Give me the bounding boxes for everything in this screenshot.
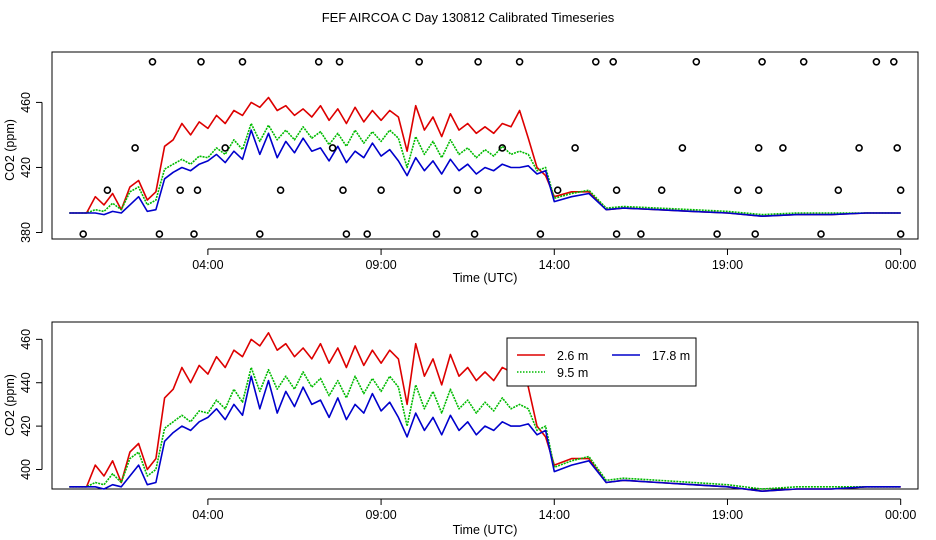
top-data-marker <box>817 230 825 238</box>
bottom-plot-area <box>69 332 901 492</box>
top-data-marker <box>415 57 424 66</box>
top-data-marker <box>754 144 763 152</box>
top-data-marker <box>79 230 87 238</box>
legend-label-17-8m: 17.8 m <box>652 349 690 363</box>
top-x-tick-label: 00:00 <box>885 258 916 272</box>
top-y-axis: 380 420 460 <box>19 92 43 243</box>
top-data-marker <box>470 230 479 238</box>
top-data-marker <box>872 57 881 66</box>
top-y-axis-label: CO2 (ppm) <box>3 119 17 181</box>
bottom-series-line-green <box>69 366 901 490</box>
top-y-tick-label: 460 <box>19 92 33 113</box>
top-series-line-blue <box>69 129 901 217</box>
top-data-marker <box>609 57 618 66</box>
top-plot-area <box>69 57 905 238</box>
bottom-series-line-blue <box>69 375 901 492</box>
top-data-marker <box>103 186 112 194</box>
top-data-marker <box>238 57 247 66</box>
top-data-marker <box>692 57 701 66</box>
bottom-x-tick-label: 14:00 <box>539 508 570 522</box>
top-data-marker <box>328 144 337 152</box>
legend-box <box>506 337 697 387</box>
top-series-line-green <box>69 122 901 216</box>
top-data-marker <box>571 144 579 152</box>
top-data-marker <box>834 186 843 194</box>
top-data-marker <box>799 57 808 66</box>
top-chart-panel: 04:00 09:00 14:00 19:00 00:00 380 420 460 Time… <box>3 51 919 285</box>
top-data-marker <box>197 57 205 66</box>
top-data-marker <box>536 230 545 238</box>
top-data-marker <box>474 57 482 66</box>
top-data-marker <box>190 230 198 238</box>
top-data-marker <box>713 230 721 238</box>
bottom-x-axis: 04:00 09:00 14:00 19:00 00:00 <box>192 498 916 522</box>
top-data-marker <box>734 186 742 194</box>
top-data-marker <box>155 230 164 238</box>
bottom-y-tick-label: 440 <box>19 372 33 393</box>
top-data-marker <box>637 230 645 238</box>
top-data-marker <box>498 144 507 152</box>
top-data-marker <box>889 57 898 66</box>
top-data-marker <box>176 186 184 194</box>
top-data-marker <box>779 144 787 152</box>
top-x-tick-label: 19:00 <box>712 258 743 272</box>
top-data-marker <box>591 57 600 66</box>
top-data-marker <box>432 230 441 238</box>
main-title: FEF AIRCOA C Day 130812 Calibrated Times… <box>322 10 615 25</box>
top-data-marker <box>678 144 687 152</box>
top-data-marker <box>342 230 351 238</box>
top-y-tick-label: 380 <box>19 222 33 243</box>
bottom-y-axis: 400 420 440 460 <box>19 329 43 480</box>
top-data-marker <box>612 230 621 238</box>
top-x-tick-label: 09:00 <box>365 258 396 272</box>
top-data-marker <box>335 57 344 66</box>
top-x-tick-label: 14:00 <box>539 258 570 272</box>
top-data-marker <box>193 186 202 194</box>
bottom-y-tick-label: 460 <box>19 329 33 350</box>
bottom-x-tick-label: 09:00 <box>365 508 396 522</box>
top-data-marker <box>893 144 902 152</box>
legend-label-9-5m: 9.5 m <box>557 366 588 380</box>
bottom-chart-panel: 04:00 09:00 14:00 19:00 00:00 400 420 440 460 T… <box>3 321 919 537</box>
bottom-x-axis-label: Time (UTC) <box>453 523 518 537</box>
top-data-marker <box>131 144 139 152</box>
top-series-line-red <box>69 96 901 217</box>
legend-label-2-6m: 2.6 m <box>557 349 588 363</box>
top-data-marker <box>314 57 323 66</box>
top-data-marker <box>474 186 482 194</box>
top-data-marker <box>758 57 766 66</box>
bottom-y-axis-label: CO2 (ppm) <box>3 374 17 436</box>
legend: 2.6 m 17.8 m 9.5 m <box>506 337 697 387</box>
top-data-marker <box>754 186 763 194</box>
top-plot-frame <box>51 51 919 240</box>
top-x-tick-label: 04:00 <box>192 258 223 272</box>
bottom-series-line-red <box>69 332 901 492</box>
top-data-marker <box>255 230 264 238</box>
top-x-axis-label: Time (UTC) <box>453 271 518 285</box>
top-data-marker <box>612 186 621 194</box>
top-data-marker <box>553 186 562 194</box>
top-data-marker <box>896 186 905 194</box>
top-data-marker <box>377 186 385 194</box>
bottom-x-tick-label: 00:00 <box>885 508 916 522</box>
top-data-marker <box>896 230 905 238</box>
bottom-y-tick-label: 400 <box>19 459 33 480</box>
top-data-marker <box>453 186 462 194</box>
top-data-marker <box>276 186 285 194</box>
top-data-marker <box>515 57 524 66</box>
top-data-marker <box>751 230 760 238</box>
bottom-y-tick-label: 420 <box>19 416 33 437</box>
top-data-marker <box>221 144 229 152</box>
bottom-plot-frame <box>51 321 919 490</box>
top-x-axis: 04:00 09:00 14:00 19:00 00:00 <box>192 248 916 272</box>
bottom-x-tick-label: 04:00 <box>192 508 223 522</box>
top-y-tick-label: 420 <box>19 157 33 178</box>
top-data-marker <box>339 186 347 194</box>
top-data-marker <box>855 144 863 152</box>
top-data-marker <box>148 57 157 66</box>
top-data-marker <box>363 230 372 238</box>
bottom-x-tick-label: 19:00 <box>712 508 743 522</box>
top-data-marker <box>657 186 666 194</box>
